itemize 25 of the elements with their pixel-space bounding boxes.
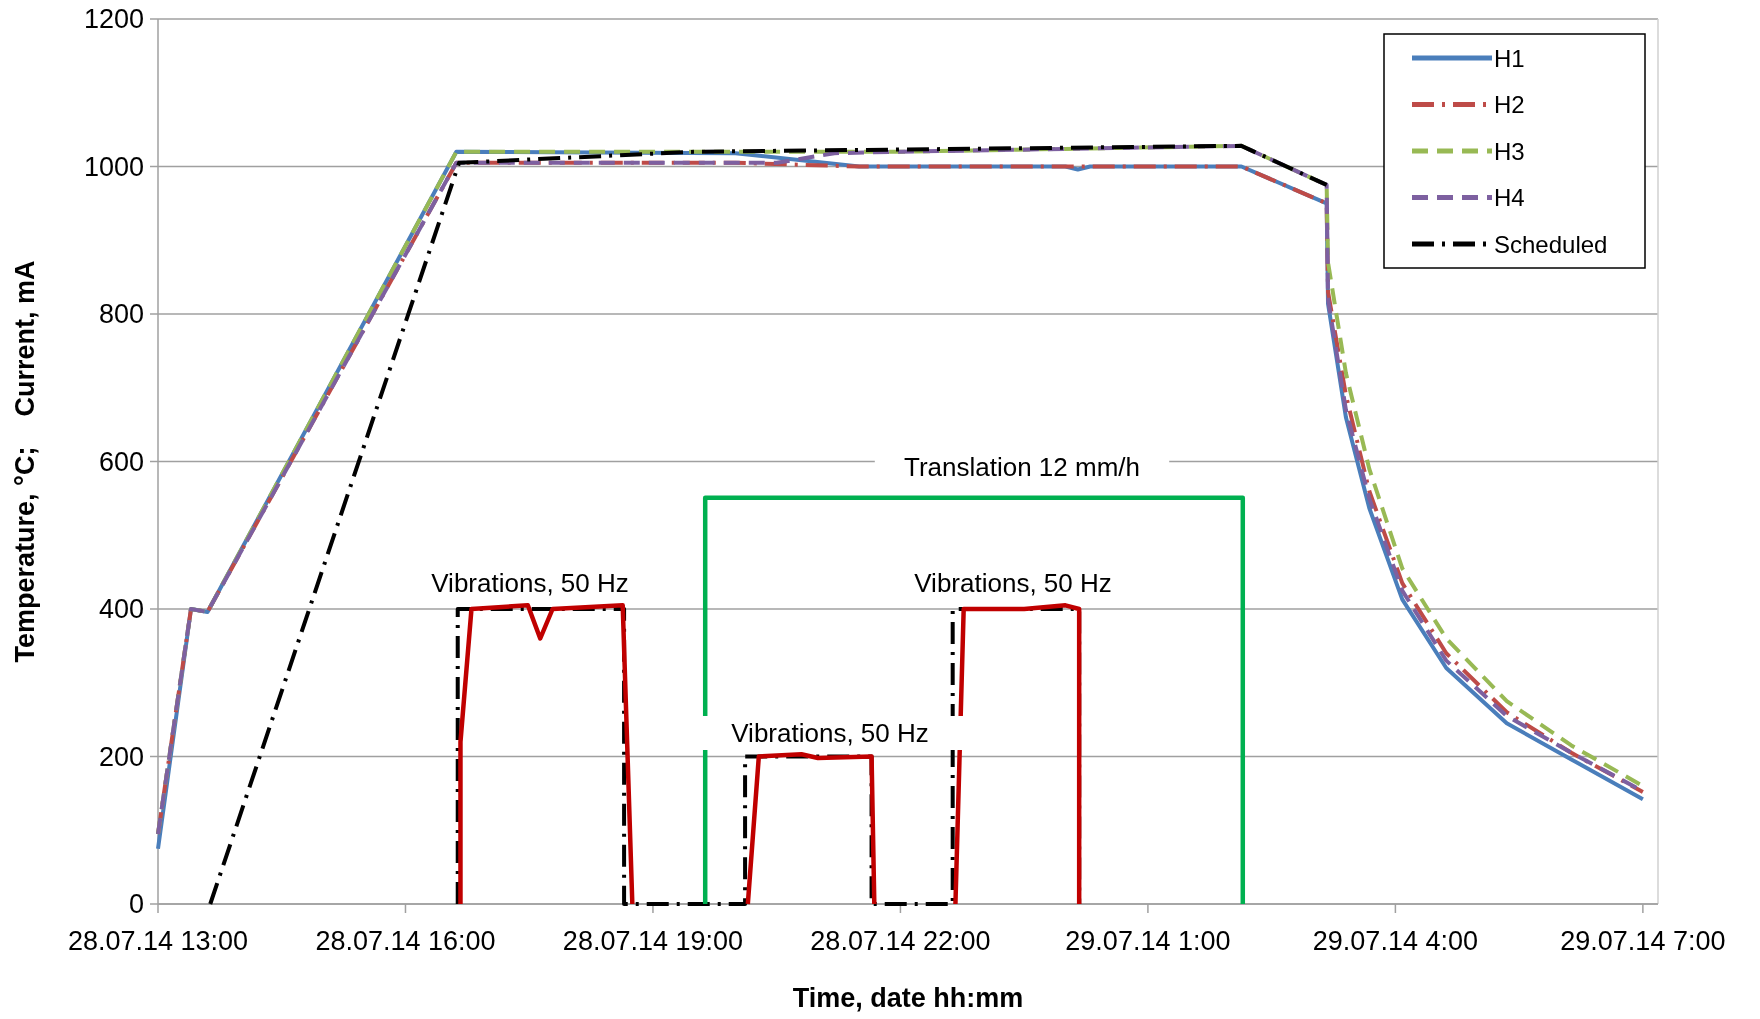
legend-label: H4	[1494, 184, 1525, 211]
x-tick-label: 28.07.14 13:00	[67, 926, 249, 956]
annotation: Vibrations, 50 Hz	[914, 568, 1112, 598]
y-tick-label: 1000	[83, 151, 144, 182]
x-axis-title: Time, date hh:mm	[792, 983, 1024, 1013]
legend-label: H2	[1494, 91, 1525, 118]
y-tick-label: 200	[98, 741, 144, 772]
y-tick-label: 0	[128, 889, 144, 919]
x-tick-label: 28.07.14 22:00	[810, 926, 991, 956]
y-axis-title: Temperature, °C; Current, mA	[10, 260, 40, 663]
x-tick-label: 28.07.14 16:00	[315, 926, 496, 956]
x-tick-label: 29.07.14 7:00	[1560, 926, 1726, 956]
x-tick-label: 29.07.14 1:00	[1065, 926, 1231, 956]
x-tick-label: 28.07.14 19:00	[562, 926, 744, 956]
y-tick-label: 1200	[83, 4, 144, 34]
y-tick-label: 800	[98, 299, 144, 329]
annotation: Translation 12 mm/h	[903, 452, 1141, 482]
y-tick-label: 600	[98, 446, 144, 477]
legend-label: H1	[1494, 44, 1525, 72]
annotation: Vibrations, 50 Hz	[731, 718, 929, 748]
y-tick-label: 400	[98, 594, 144, 624]
x-tick-label: 29.07.14 4:00	[1312, 926, 1478, 956]
legend-label: Scheduled	[1494, 230, 1608, 258]
annotation: Vibrations, 50 Hz	[431, 568, 629, 598]
legend-label: H3	[1494, 137, 1525, 165]
